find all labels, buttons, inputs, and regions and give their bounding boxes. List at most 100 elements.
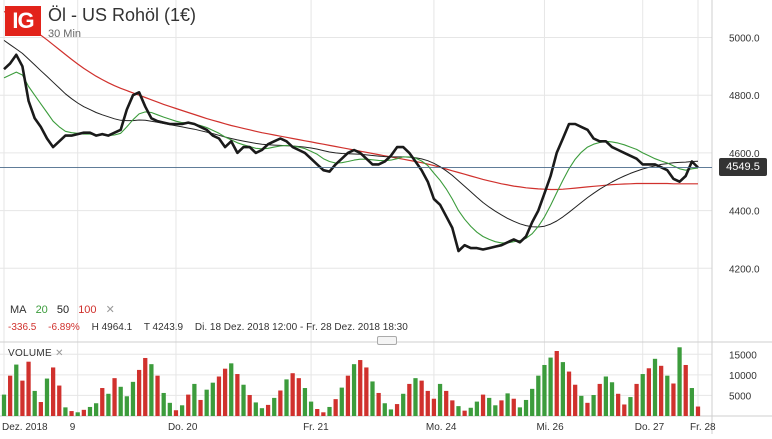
volume-bar xyxy=(646,368,651,416)
volume-bar xyxy=(523,399,529,416)
volume-tick-label: 15000 xyxy=(729,350,757,361)
panel-resize-handle[interactable] xyxy=(377,336,397,345)
x-tick-label: Mo. 24 xyxy=(426,422,457,433)
x-tick-label: Mi. 26 xyxy=(536,422,564,433)
change-pct: -6.89% xyxy=(48,322,80,333)
ma20-legend[interactable]: 20 xyxy=(35,304,48,316)
volume-bar xyxy=(665,375,670,416)
volume-bar xyxy=(69,411,74,416)
volume-bar xyxy=(143,357,148,416)
chart-interval: 30 Min xyxy=(48,28,82,40)
volume-bar xyxy=(616,393,621,416)
volume-bar xyxy=(136,369,142,416)
ma-legend: MA 20 50 100 ✕ xyxy=(10,303,121,316)
volume-bar xyxy=(659,365,664,416)
ma100-legend[interactable]: 100 xyxy=(78,304,97,316)
volume-bar xyxy=(548,357,553,416)
volume-bar xyxy=(597,383,602,416)
volume-bar xyxy=(358,360,363,416)
volume-tick-label: 5000 xyxy=(729,391,752,402)
ma50-legend[interactable]: 50 xyxy=(56,304,70,316)
volume-bar xyxy=(530,388,535,416)
volume-bar xyxy=(167,402,172,416)
volume-bar xyxy=(566,371,572,416)
low-value: T 4243.9 xyxy=(143,322,184,333)
x-tick-label: Do. 20 xyxy=(168,422,198,433)
volume-bar xyxy=(32,390,37,416)
volume-bar xyxy=(536,375,541,416)
volume-bar xyxy=(173,410,179,416)
high-value: H 4964.1 xyxy=(91,322,133,333)
volume-bar xyxy=(44,378,50,416)
volume-bar xyxy=(259,408,265,416)
volume-bar xyxy=(51,367,56,416)
volume-bar xyxy=(677,347,682,416)
volume-bar xyxy=(683,364,688,416)
y-tick-label: 4800.0 xyxy=(729,91,760,102)
volume-bar xyxy=(247,395,252,416)
volume-bar xyxy=(112,378,117,416)
volume-bar xyxy=(210,382,215,416)
volume-bar xyxy=(689,388,694,416)
volume-bar xyxy=(517,407,523,416)
volume-bar xyxy=(382,403,387,416)
ma50-line xyxy=(3,39,699,228)
volume-bar xyxy=(579,395,584,416)
volume-bar xyxy=(450,400,455,416)
volume-bar xyxy=(327,406,332,416)
ma20-line xyxy=(3,71,699,244)
volume-bar xyxy=(487,397,492,416)
ig-logo: IG xyxy=(5,6,41,36)
volume-bar xyxy=(585,402,590,416)
volume-bar xyxy=(118,386,123,416)
volume-bar xyxy=(8,375,13,416)
volume-bar xyxy=(462,410,467,416)
volume-bar xyxy=(345,375,351,416)
volume-bar xyxy=(652,358,658,416)
volume-bar xyxy=(296,378,301,416)
volume-bar xyxy=(63,407,68,416)
volume-bar xyxy=(87,406,93,416)
volume-bar xyxy=(339,387,344,416)
volume-bar xyxy=(290,373,295,416)
volume-bar xyxy=(93,403,99,416)
volume-bar xyxy=(235,374,240,416)
ma-close-icon[interactable]: ✕ xyxy=(105,304,115,316)
volume-bar xyxy=(333,399,338,416)
date-range: Di. 18 Dez. 2018 12:00 - Fr. 28 Dez. 201… xyxy=(194,322,408,333)
stats-row: -336.5 -6.89% H 4964.1 T 4243.9 Di. 18 D… xyxy=(8,322,417,333)
volume-bar xyxy=(425,390,430,416)
chart-title: Öl - US Rohöl (1€) xyxy=(48,5,197,25)
volume-bar xyxy=(315,409,320,416)
volume-bar xyxy=(216,376,222,416)
x-tick-label: Fr. 21 xyxy=(303,422,329,433)
x-tick-label: Dez. 2018 xyxy=(2,422,48,433)
price-line xyxy=(3,53,699,253)
volume-bar xyxy=(351,364,357,416)
volume-bar xyxy=(401,393,406,416)
change-value: -336.5 xyxy=(8,322,37,333)
ma-legend-label: MA xyxy=(10,304,27,316)
x-tick-label: Do. 27 xyxy=(635,422,665,433)
volume-bar xyxy=(603,376,609,416)
volume-bar xyxy=(493,405,498,416)
volume-bar xyxy=(1,394,7,416)
volume-tick-label: 10000 xyxy=(729,371,757,382)
volume-bar xyxy=(198,399,203,416)
volume-bar xyxy=(106,393,111,416)
current-price-badge: 4549.5 xyxy=(719,158,767,177)
y-tick-label: 4400.0 xyxy=(729,207,760,218)
volume-bar xyxy=(505,393,510,416)
x-tick-label: Fr. 28 xyxy=(690,422,716,433)
volume-bar xyxy=(38,402,43,416)
volume-bar xyxy=(241,384,246,416)
volume-bar xyxy=(622,404,627,416)
volume-bar xyxy=(370,381,375,416)
volume-bar xyxy=(413,378,418,416)
volume-bar xyxy=(75,412,80,416)
volume-bar xyxy=(20,380,25,416)
volume-close-icon[interactable]: ✕ xyxy=(55,348,64,359)
volume-bar xyxy=(444,390,449,416)
volume-bar xyxy=(634,383,639,416)
volume-bar xyxy=(222,368,228,416)
